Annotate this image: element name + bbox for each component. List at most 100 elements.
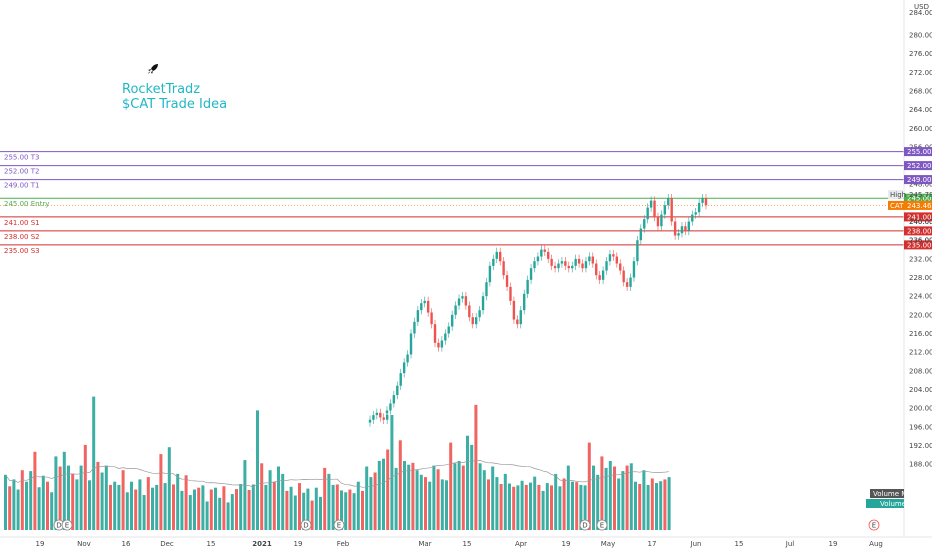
candle-body (502, 261, 505, 276)
volume-bar (121, 470, 125, 530)
volume-bar (419, 474, 423, 530)
volume-bar (33, 451, 37, 530)
volume-bar (163, 483, 167, 530)
volume-bar (239, 484, 243, 530)
candle-body (523, 293, 526, 311)
candle-body (550, 258, 553, 266)
y-tick-label: 268.00 (909, 87, 932, 95)
volume-bar (188, 495, 192, 530)
volume-bar (83, 444, 87, 530)
annotation-title: $CAT Trade Idea (122, 97, 228, 112)
level-tag-bg (904, 147, 932, 157)
annotation-author: RocketTradz (122, 82, 201, 97)
volume-bar (382, 458, 385, 530)
candle-body (601, 270, 605, 280)
volume-bar (88, 480, 91, 530)
candle-body (430, 312, 433, 325)
candle-body (636, 240, 639, 262)
candle-body (372, 415, 375, 420)
volume-bar (12, 479, 16, 530)
volume-bar (226, 502, 230, 530)
volume-bar (293, 495, 297, 530)
volume-bar (235, 489, 238, 530)
volume-bar (566, 465, 570, 530)
candle-body (612, 254, 615, 257)
candle-body (440, 340, 444, 348)
volume-bar (155, 484, 159, 530)
volume-bar (520, 480, 524, 530)
volume-bar (62, 451, 66, 530)
level-tag: 245.00 (907, 195, 932, 203)
level-label: 252.00 T2 (4, 168, 39, 176)
event-marker (596, 519, 608, 531)
volume-bar (247, 489, 251, 530)
last-price-value: 243.46 (907, 202, 932, 210)
volume-bar (415, 470, 419, 530)
volume-bar (104, 465, 108, 530)
x-tick-label: Jun (690, 540, 702, 548)
candle-body (656, 216, 660, 227)
volume-bar (650, 478, 654, 530)
level-tag: 249.00 (907, 176, 932, 184)
candle-body (598, 275, 601, 280)
candlesticks (368, 194, 708, 427)
volume-bar (533, 476, 537, 530)
volume-bar (596, 474, 600, 530)
volume-bar (403, 461, 406, 530)
volume-bar (289, 486, 293, 530)
volume-bar (356, 481, 360, 530)
level-label: 245.00 Entry (4, 200, 49, 208)
x-tick-label: 19 (36, 540, 45, 548)
volume-bar (29, 471, 33, 530)
candle-body (471, 317, 474, 325)
y-tick-label: 260.00 (909, 125, 932, 133)
volume-bar (92, 396, 96, 530)
volume-bar (592, 465, 595, 530)
level-tag-bg (904, 212, 932, 222)
volume-bar (151, 487, 154, 530)
volume-bar (583, 485, 587, 530)
event-label: D (303, 522, 308, 530)
volume-bar (390, 415, 394, 530)
level-tag: 241.00 (907, 213, 932, 221)
price-axis[interactable]: 188.00 192.00 196.00 200.00 204.00 208.00 212.… (909, 32, 932, 469)
candle-body (704, 198, 708, 206)
candle-body (643, 219, 646, 229)
volume-bar (197, 487, 201, 530)
candle-body (509, 286, 512, 301)
volume-bar (373, 472, 377, 530)
volume-bar (319, 496, 322, 530)
volume-bar (512, 486, 516, 530)
time-axis[interactable]: 19 Nov 16 Dec 15 2021 19 Feb Mar 15 Apr 19 May 17 Jun 1… (36, 540, 883, 548)
volume-bar (608, 461, 612, 530)
volume-bar (281, 473, 285, 530)
candle-body (536, 256, 540, 262)
candle-body (409, 333, 413, 355)
candle-body (461, 296, 464, 299)
volume-bar (184, 475, 188, 530)
high-tag-value: 245.78 (909, 191, 932, 199)
volume-bar (625, 465, 629, 530)
candle-body (547, 251, 550, 259)
candle-body (420, 303, 423, 311)
candle-body (444, 333, 447, 341)
candle-body (481, 296, 485, 311)
volume-bar (193, 489, 196, 530)
y-tick-label: 272.00 (909, 69, 932, 77)
volume-bar (411, 462, 415, 530)
volume-bar (487, 479, 490, 530)
candle-body (468, 305, 471, 318)
y-tick-label: 228.00 (909, 274, 932, 282)
volume-bar (327, 473, 331, 530)
volume-bar (4, 474, 7, 530)
volume-bar (180, 490, 184, 530)
y-tick-label: 280.00 (909, 32, 932, 40)
candle-body (375, 412, 379, 416)
volume-bar (361, 490, 364, 530)
candle-body (694, 212, 697, 215)
event-label: D (582, 522, 587, 530)
level-label: 235.00 S3 (4, 247, 40, 255)
candle-body (649, 200, 653, 208)
x-tick-label: 2021 (252, 540, 272, 548)
